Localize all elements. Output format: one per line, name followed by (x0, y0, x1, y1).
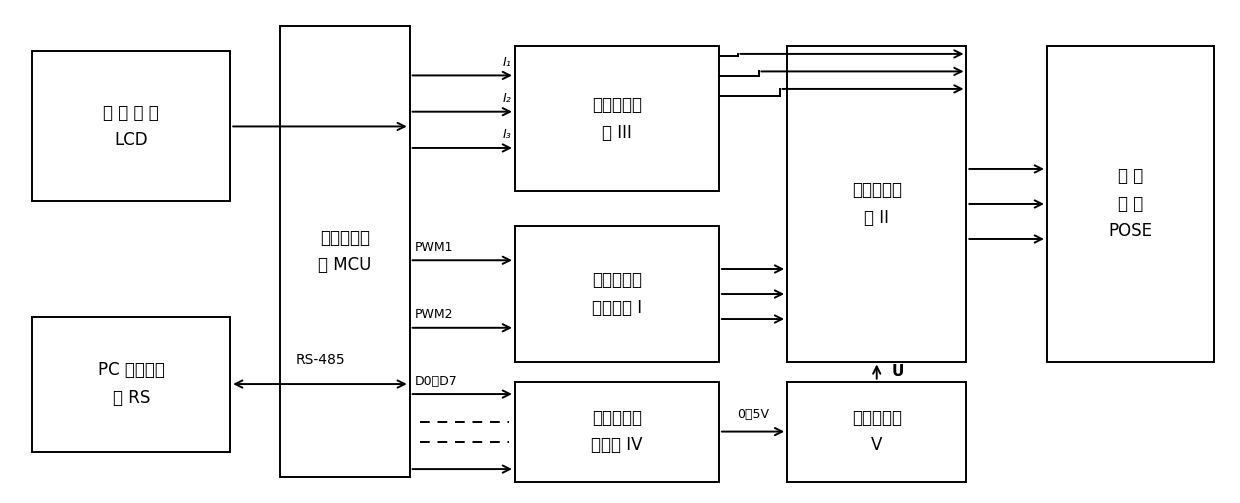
Text: 电 极: 电 极 (1117, 167, 1143, 186)
Text: POSE: POSE (1109, 222, 1152, 240)
Bar (515, 382, 719, 481)
Text: 模 块: 模 块 (1117, 195, 1143, 213)
Bar (515, 226, 719, 362)
Text: D0～D7: D0～D7 (414, 375, 458, 387)
Text: 块 RS: 块 RS (113, 389, 150, 407)
Text: 主电源模块: 主电源模块 (852, 409, 901, 427)
Text: I₃: I₃ (502, 128, 511, 141)
Bar (1047, 46, 1214, 362)
Text: 0～5V: 0～5V (737, 407, 769, 421)
Text: PC 机通信模: PC 机通信模 (98, 361, 165, 379)
Text: 块 II: 块 II (864, 209, 889, 227)
Text: PWM1: PWM1 (414, 241, 453, 254)
Bar (787, 382, 966, 481)
Text: RS-485: RS-485 (295, 353, 345, 367)
Text: 电极电压调: 电极电压调 (591, 409, 642, 427)
Bar (787, 46, 966, 362)
Text: 整模块 IV: 整模块 IV (591, 436, 642, 454)
Bar (515, 46, 719, 192)
Text: LCD: LCD (114, 131, 148, 149)
Text: 块 MCU: 块 MCU (317, 256, 372, 274)
Text: 电流检测模: 电流检测模 (591, 96, 642, 114)
Text: 控制模块 I: 控制模块 I (591, 299, 642, 317)
Text: I₂: I₂ (502, 92, 511, 105)
Text: 显 示 模 块: 显 示 模 块 (103, 104, 159, 122)
Bar (32, 51, 231, 202)
Text: 微控制器模: 微控制器模 (320, 229, 370, 247)
Text: I₁: I₁ (502, 56, 511, 69)
Text: U: U (892, 364, 904, 379)
Text: PWM2: PWM2 (414, 308, 453, 321)
Text: 信号处理与: 信号处理与 (591, 271, 642, 289)
Text: 驱动放大模: 驱动放大模 (852, 181, 901, 199)
Text: V: V (870, 436, 883, 454)
Bar (32, 316, 231, 452)
Text: 块 III: 块 III (601, 124, 632, 142)
Bar (280, 26, 409, 477)
